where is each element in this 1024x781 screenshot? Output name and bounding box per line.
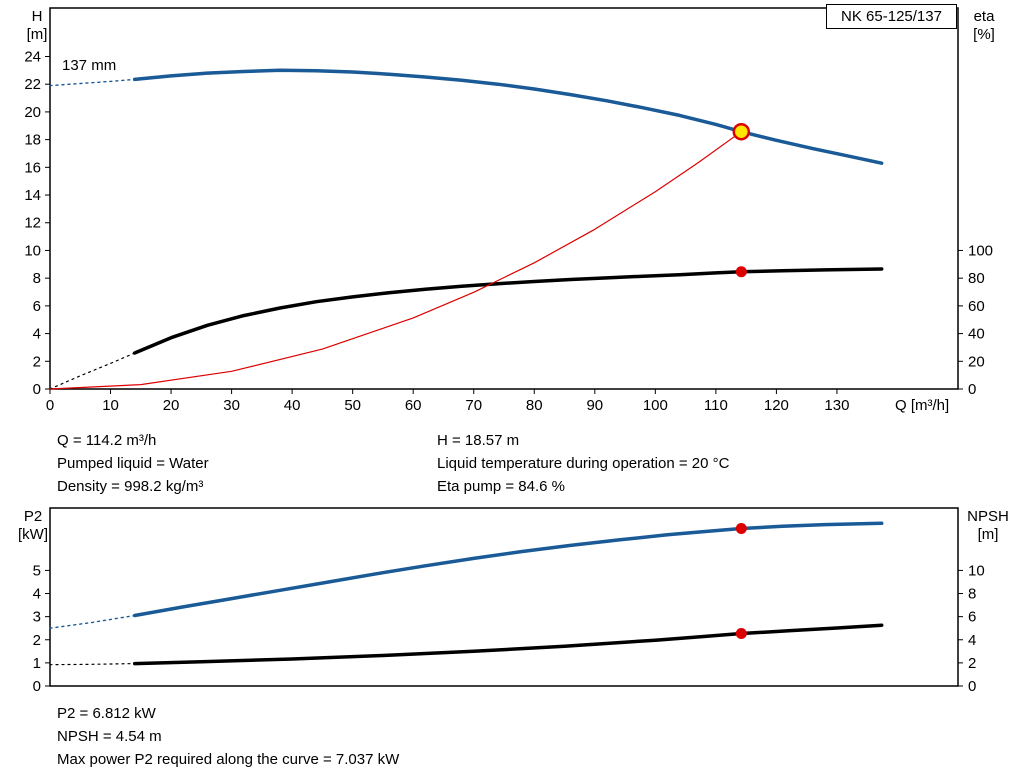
x-tick-label: 30 [223,397,240,414]
y-right-tick-label: 0 [968,678,976,695]
npsh-curve [132,623,884,666]
y-right-tick-label: 80 [968,270,985,287]
y-left-tick-label: 18 [24,132,41,149]
y-right-tick-label: 0 [968,381,976,398]
duty-details-right: H = 18.57 m Liquid temperature during op… [437,429,729,498]
power-details: P2 = 6.812 kW NPSH = 4.54 m Max power P2… [57,702,399,771]
duty-point-npsh[interactable] [735,628,747,640]
x-tick-label: 70 [465,397,482,414]
x-tick-label: 40 [284,397,301,414]
y-left-tick-label: 8 [33,270,41,287]
efficiency-curve [132,267,884,355]
y-right-tick-label: 2 [968,655,976,672]
y-left-tick-label: 2 [33,353,41,370]
x-tick-label: 0 [46,397,54,414]
x-tick-label: 120 [764,397,789,414]
detail-temperature: Liquid temperature during operation = 20… [437,455,730,472]
pump-head-curve-lead [49,78,136,87]
y-left-axis-label: P2 [24,508,42,525]
y-left-tick-label: 16 [24,159,41,176]
y-left-tick-label: 12 [24,215,41,232]
y-left-tick-label: 4 [33,326,41,343]
x-tick-label: 80 [526,397,543,414]
y-left-tick-label: 14 [24,187,41,204]
pump-type-box: NK 65-125/137 [826,4,957,29]
duty-point-head[interactable] [732,122,751,141]
y-right-tick-label: 100 [968,242,993,259]
x-tick-label: 20 [163,397,180,414]
y-left-tick-label: 4 [33,586,41,603]
y-left-axis-label: [m] [27,26,48,43]
x-axis-unit-label: Q [m³/h] [895,397,949,414]
y-left-tick-label: 20 [24,104,41,121]
duty-point-eta[interactable] [735,266,747,278]
pump-head-curve [132,68,884,165]
x-tick-label: 50 [344,397,361,414]
y-left-tick-label: 1 [33,655,41,672]
p2npsh-plot-frame [49,507,959,687]
y-left-axis-label: [kW] [18,526,48,543]
detail-q: Q = 114.2 m³/h [57,432,157,449]
detail-npsh: NPSH = 4.54 m [57,728,162,745]
y-left-tick-label: 24 [24,48,41,65]
y-right-axis-label: [m] [978,526,999,543]
y-right-tick-label: 10 [968,562,985,579]
y-right-axis-label: [%] [973,26,995,43]
x-tick-label: 90 [586,397,603,414]
detail-eta: Eta pump = 84.6 % [437,478,565,495]
impeller-diameter-label: 137 mm [62,57,117,74]
system-curve [49,131,742,390]
y-left-tick-label: 6 [33,298,41,315]
hq-plot-frame [49,7,959,390]
x-tick-label: 60 [405,397,422,414]
y-left-tick-label: 0 [33,678,41,695]
y-right-axis-label: eta [974,8,996,25]
detail-p2: P2 = 6.812 kW [57,705,156,722]
p2-curve-lead [49,614,136,629]
npsh-curve-lead [49,663,136,666]
p2-curve [132,521,884,618]
y-right-tick-label: 20 [968,353,985,370]
y-left-tick-label: 0 [33,381,41,398]
duty-details-left: Q = 114.2 m³/h Pumped liquid = Water Den… [57,429,209,498]
y-left-tick-label: 3 [33,609,41,626]
detail-h: H = 18.57 m [437,432,520,449]
x-tick-label: 130 [824,397,849,414]
pump-type-label: NK 65-125/137 [841,8,942,25]
y-right-tick-label: 8 [968,586,976,603]
y-left-tick-label: 10 [24,242,41,259]
detail-density: Density = 998.2 kg/m³ [57,478,204,495]
y-left-axis-label: H [32,8,43,25]
y-left-tick-label: 22 [24,76,41,93]
y-right-axis-label: NPSH [967,508,1009,525]
x-tick-label: 110 [704,397,728,414]
x-tick-label: 100 [643,397,668,414]
efficiency-curve-lead [49,352,136,390]
detail-pumped-liquid: Pumped liquid = Water [57,455,209,472]
y-right-tick-label: 40 [968,326,985,343]
duty-point-p2[interactable] [735,523,747,535]
y-left-tick-label: 2 [33,632,41,649]
y-right-tick-label: 4 [968,632,976,649]
detail-max-power: Max power P2 required along the curve = … [57,751,400,768]
y-left-tick-label: 5 [33,562,41,579]
y-right-tick-label: 60 [968,298,985,315]
x-tick-label: 10 [102,397,119,414]
y-right-tick-label: 6 [968,609,976,626]
